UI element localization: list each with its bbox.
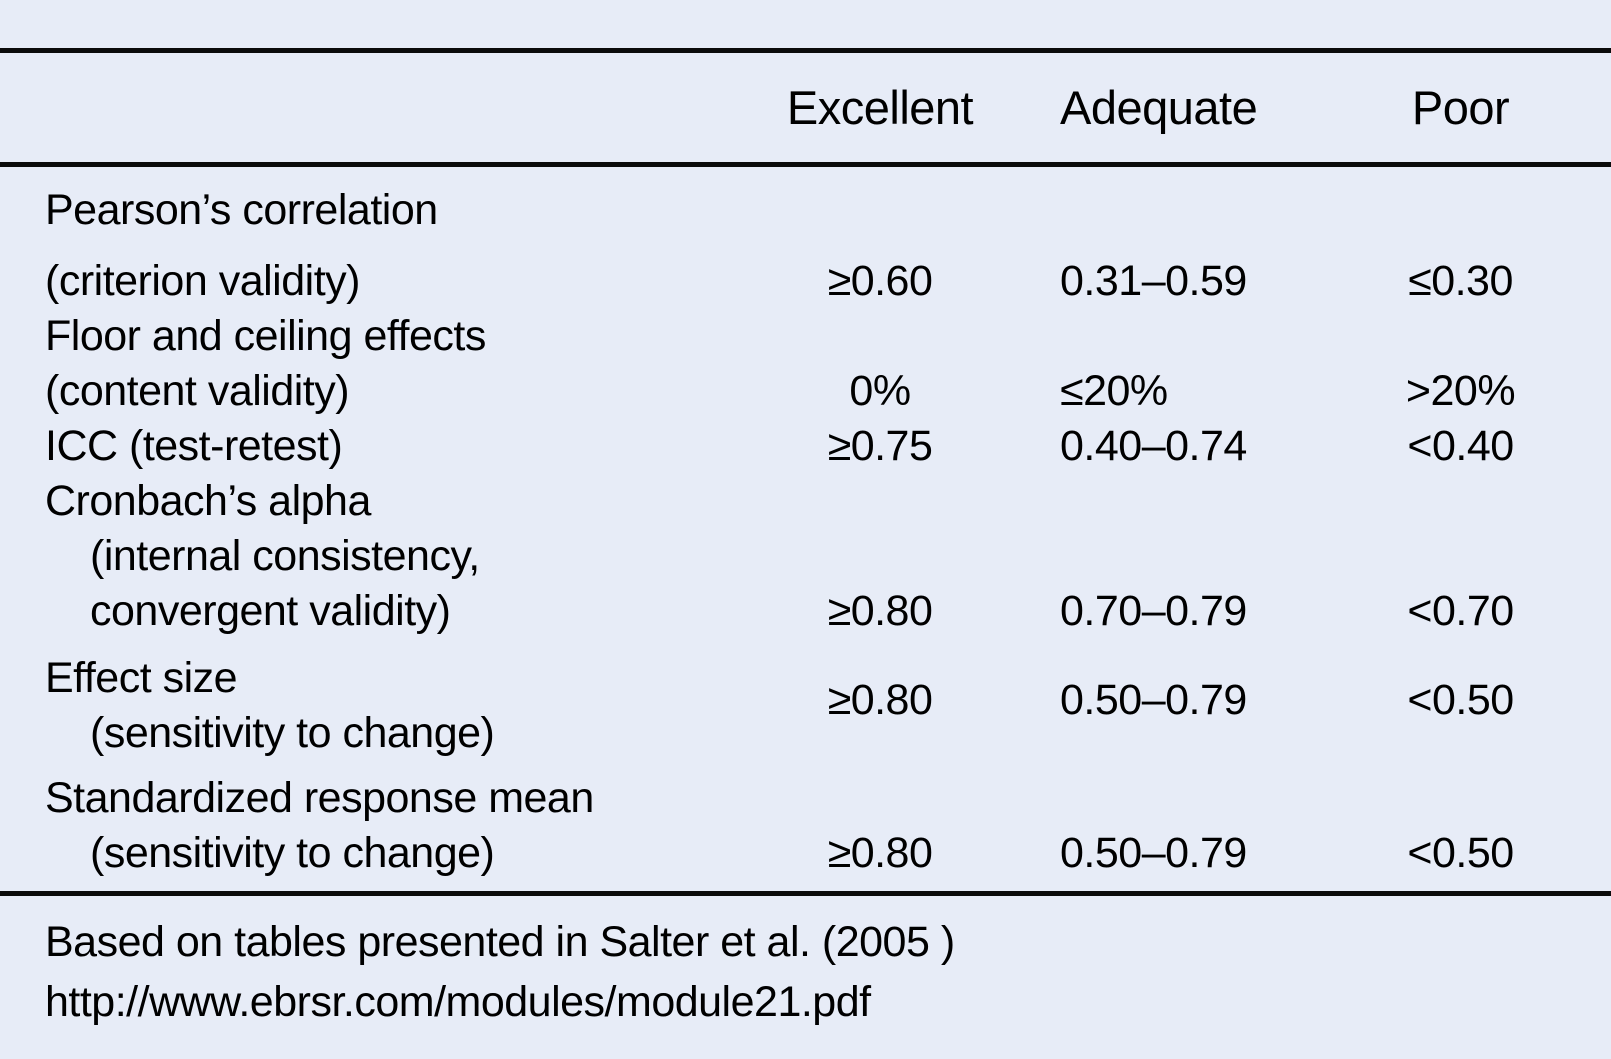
table-cell-poor: <0.70 [1407, 587, 1514, 635]
column-header-adequate: Adequate [1060, 81, 1258, 134]
table-cell-excellent: ≥0.60 [827, 257, 933, 305]
table-cell-poor: <0.50 [1407, 829, 1514, 877]
row-label: Pearson’s correlation (criterion validit… [0, 183, 760, 309]
table-row-floor-ceiling-effects: Floor and ceiling effects (content valid… [0, 309, 1611, 419]
table-cell-adequate: ≤20% [1060, 367, 1168, 415]
table-cell-excellent: ≥0.80 [827, 587, 933, 635]
table-cell-poor: <0.50 [1407, 676, 1514, 724]
table-cell-adequate: 0.50–0.79 [1060, 676, 1247, 724]
row-label-line: Pearson’s correlation [45, 186, 438, 234]
table-row-effect-size: Effect size (sensitivity to change) ≥0.8… [0, 651, 1611, 761]
table-cell-excellent: ≥0.80 [827, 829, 933, 877]
table-cell-adequate: 0.40–0.74 [1060, 422, 1247, 470]
row-label-line: Effect size [45, 654, 238, 702]
table-cell-poor: <0.40 [1407, 422, 1514, 470]
column-header-excellent: Excellent [786, 81, 974, 134]
row-label: Floor and ceiling effects (content valid… [0, 309, 760, 419]
table-cell-adequate: 0.31–0.59 [1060, 257, 1247, 305]
source-url: http://www.ebrsr.com/modules/module21.pd… [45, 978, 871, 1026]
table-cell-poor: >20% [1405, 367, 1516, 415]
row-label-line: (criterion validity) [45, 257, 360, 305]
row-label: Effect size (sensitivity to change) [0, 651, 760, 761]
column-header-poor: Poor [1411, 81, 1510, 134]
table-body: Pearson’s correlation (criterion validit… [0, 167, 1611, 881]
row-label-line: Standardized response mean [45, 774, 594, 822]
citation-text: Based on tables presented in Salter et a… [45, 918, 955, 966]
row-label: ICC (test-retest) [0, 419, 760, 474]
row-label-line: (sensitivity to change) [90, 829, 495, 877]
table-cell-adequate: 0.70–0.79 [1060, 587, 1247, 635]
table-row-pearsons-correlation: Pearson’s correlation (criterion validit… [0, 183, 1611, 309]
table-cell-poor: ≤0.30 [1408, 257, 1513, 305]
row-label-line: convergent validity) [90, 587, 451, 635]
table-cell-excellent: ≥0.80 [827, 676, 933, 724]
table-cell-excellent: ≥0.75 [827, 422, 933, 470]
table-cell-adequate: 0.50–0.79 [1060, 829, 1247, 877]
row-label-line: (internal consistency, [90, 532, 480, 580]
table-header-row: Excellent Adequate Poor [0, 53, 1611, 162]
row-label: Cronbach’s alpha (internal consistency, … [0, 474, 760, 639]
row-label-line: ICC (test-retest) [45, 422, 343, 470]
row-label: Standardized response mean (sensitivity … [0, 771, 760, 881]
table-row-standardized-response-mean: Standardized response mean (sensitivity … [0, 771, 1611, 881]
footer-divider-rule [0, 891, 1611, 896]
row-label-line: Cronbach’s alpha [45, 477, 371, 525]
header-divider-rule [0, 162, 1611, 167]
row-label-line: Floor and ceiling effects [45, 312, 486, 360]
row-label-line: (content validity) [45, 367, 350, 415]
table-row-cronbachs-alpha: Cronbach’s alpha (internal consistency, … [0, 474, 1611, 639]
source-note: Based on tables presented in Salter et a… [0, 896, 1611, 1032]
table-cell-excellent: 0% [849, 367, 911, 415]
table-row-icc-test-retest: ICC (test-retest) ≥0.75 0.40–0.74 <0.40 [0, 419, 1611, 474]
row-label-line: (sensitivity to change) [90, 709, 495, 757]
top-rule [0, 48, 1611, 53]
